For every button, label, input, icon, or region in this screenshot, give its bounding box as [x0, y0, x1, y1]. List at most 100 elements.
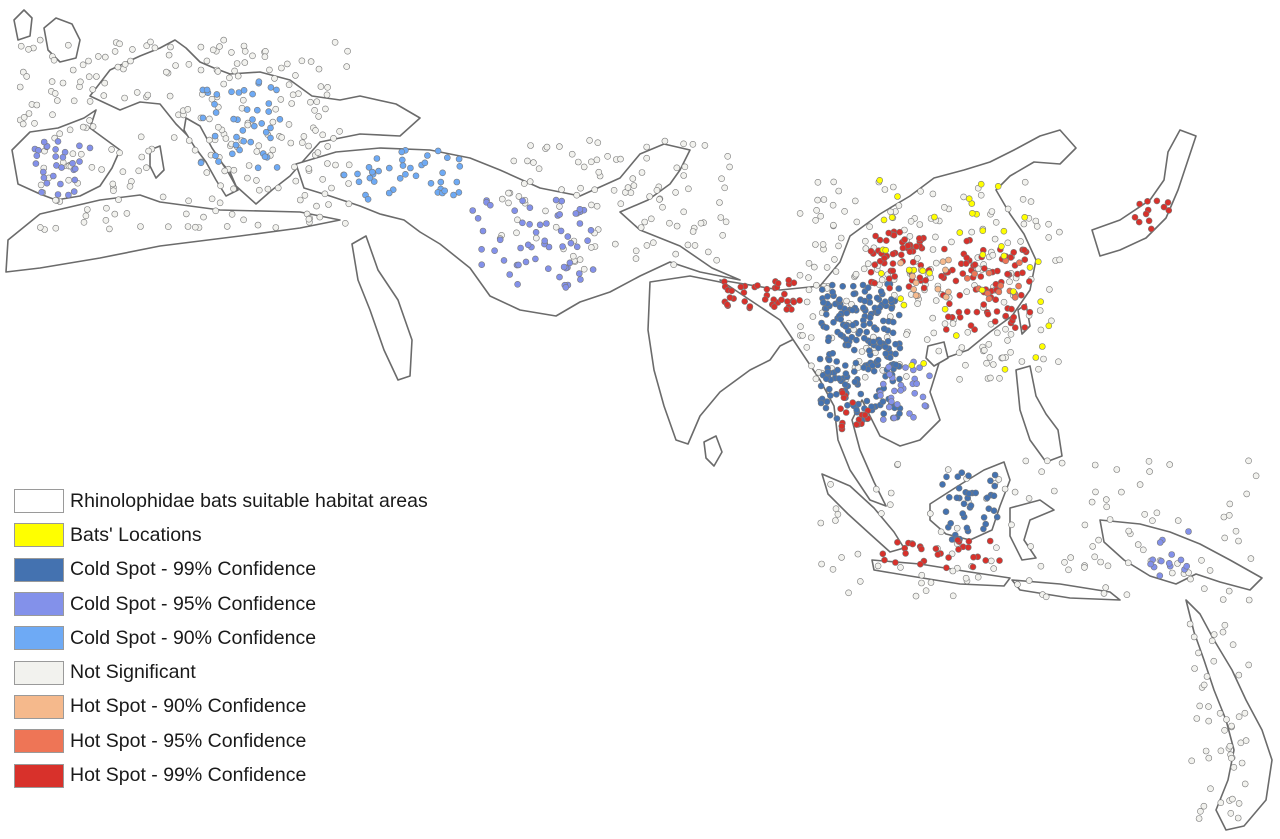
point-ns: [991, 235, 999, 243]
point-cold99: [841, 381, 849, 388]
point-cold90: [399, 162, 407, 169]
point-ns: [1207, 785, 1214, 793]
point-ns: [36, 36, 44, 44]
legend-item: Hot Spot - 95% Confidence: [14, 724, 428, 758]
point-ns: [968, 228, 976, 236]
point-cold99: [817, 399, 825, 407]
point-ns: [288, 100, 296, 107]
point-hot99: [746, 303, 754, 310]
point-ns: [1113, 466, 1121, 473]
point-ns: [796, 210, 804, 217]
point-cold99: [837, 331, 845, 339]
point-hot99: [1131, 214, 1139, 221]
point-ns: [283, 60, 291, 68]
point-ns: [1038, 468, 1045, 476]
point-ns: [1243, 490, 1250, 498]
point-hot99: [952, 277, 960, 285]
point-cold99: [850, 290, 858, 298]
point-ns: [813, 281, 820, 289]
point-ns: [163, 68, 170, 76]
point-ns: [121, 94, 128, 102]
point-ns: [301, 192, 309, 199]
point-ns: [313, 98, 321, 105]
point-ns: [1195, 649, 1202, 657]
legend-label: Hot Spot - 95% Confidence: [70, 729, 307, 752]
point-hot99: [986, 537, 994, 545]
point-ns: [1235, 537, 1242, 545]
point-ns: [135, 167, 142, 175]
region-philippines: [1015, 365, 1063, 463]
point-hot99: [934, 551, 942, 558]
point-cold99: [823, 324, 830, 331]
point-cold99: [853, 406, 860, 414]
point-cold90: [215, 158, 222, 165]
point-hot99: [763, 285, 771, 293]
point-ns: [996, 374, 1003, 382]
point-ns: [580, 163, 588, 171]
point-bats: [1000, 227, 1008, 235]
point-ns: [647, 215, 655, 223]
point-ns: [1221, 726, 1228, 734]
point-ns: [527, 142, 534, 149]
point-hot99: [963, 308, 971, 316]
point-hot99: [969, 563, 977, 571]
point-ns: [1238, 759, 1246, 767]
point-bats: [1037, 298, 1044, 306]
point-ns: [208, 195, 216, 203]
point-ns: [987, 557, 995, 565]
point-ns: [264, 185, 272, 193]
point-cold99: [824, 368, 831, 376]
point-cold90: [236, 146, 243, 154]
region-arabia: [351, 235, 413, 381]
point-hot99: [837, 405, 844, 413]
point-cold95: [515, 261, 522, 269]
point-cold90: [368, 168, 376, 176]
point-ns: [217, 182, 224, 189]
point-ns: [100, 92, 108, 99]
point-hot99: [774, 279, 782, 287]
point-hot99: [916, 274, 924, 282]
point-cold90: [267, 124, 274, 132]
point-ns: [1188, 757, 1195, 765]
point-cold99: [849, 321, 857, 329]
point-ns: [960, 193, 967, 201]
point-bats: [897, 295, 904, 303]
point-ns: [573, 191, 581, 199]
point-ns: [722, 218, 730, 226]
point-ns: [930, 329, 938, 337]
point-ns: [858, 348, 866, 355]
point-ns: [86, 98, 94, 105]
point-cold99: [876, 339, 884, 346]
point-ns: [577, 184, 584, 192]
point-cold99: [873, 326, 880, 333]
point-ns: [59, 79, 67, 87]
point-ns: [897, 564, 904, 571]
point-ns: [1196, 702, 1203, 710]
point-cold99: [860, 334, 868, 342]
point-cold95: [526, 221, 533, 228]
point-ns: [1198, 556, 1205, 564]
point-hot90: [912, 279, 920, 287]
point-cold99: [826, 392, 834, 399]
point-ns: [944, 466, 952, 473]
point-cold95: [921, 402, 929, 409]
point-ns: [110, 187, 117, 194]
point-ns: [1022, 457, 1030, 465]
point-hot99: [886, 284, 893, 292]
point-cold90: [251, 122, 258, 130]
point-cold95: [40, 174, 48, 181]
point-ns: [332, 161, 339, 169]
point-ns: [878, 276, 886, 284]
legend-swatch: [14, 489, 64, 514]
point-ns: [144, 91, 152, 99]
point-ns: [1186, 620, 1194, 628]
point-hot99: [1004, 270, 1011, 278]
point-ns: [1040, 355, 1047, 363]
point-cold90: [228, 88, 235, 96]
point-bats: [877, 270, 885, 277]
point-ns: [673, 164, 681, 172]
point-bats: [1032, 354, 1040, 361]
point-cold99: [841, 362, 849, 369]
point-ns: [1123, 591, 1131, 599]
point-hot99: [1026, 278, 1033, 285]
